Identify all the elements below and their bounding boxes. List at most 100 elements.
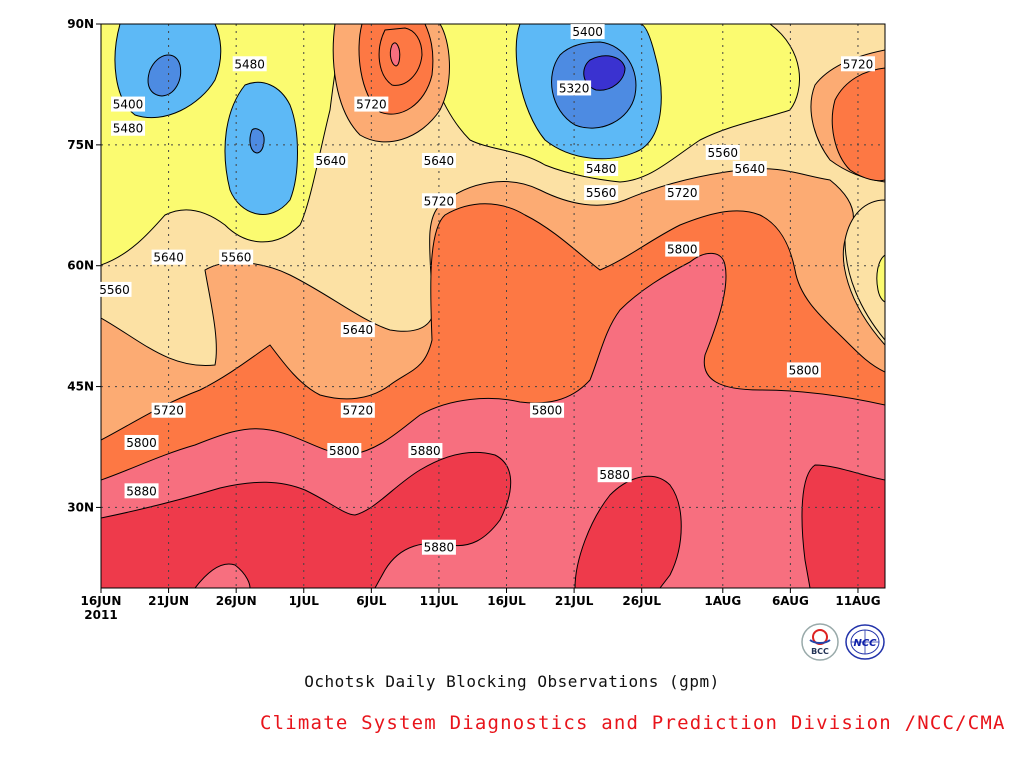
contour-label: 5880 <box>421 539 456 555</box>
contour-label: 5560 <box>584 185 619 201</box>
ncc-logo-text: NCC <box>853 638 877 649</box>
contour-label: 5560 <box>219 249 254 265</box>
svg-text:5400: 5400 <box>113 98 144 112</box>
svg-text:5880: 5880 <box>599 468 630 482</box>
svg-text:5800: 5800 <box>126 436 157 450</box>
bcc-logo-text: BCC <box>811 647 829 656</box>
svg-text:5640: 5640 <box>316 154 347 168</box>
band-5320-5400 <box>249 128 265 154</box>
x-tick-label: 21JUN <box>148 594 189 608</box>
svg-text:5640: 5640 <box>343 323 374 337</box>
contour-label: 5400 <box>111 96 146 112</box>
contour-label: 5880 <box>124 483 159 499</box>
svg-text:5800: 5800 <box>532 404 563 418</box>
svg-text:5560: 5560 <box>586 186 617 200</box>
contour-label: 5720 <box>840 56 875 72</box>
contour-fill-layer <box>101 24 885 588</box>
svg-text:5480: 5480 <box>586 162 617 176</box>
contour-label: 5480 <box>232 56 267 72</box>
contour-label: 5800 <box>665 241 700 257</box>
svg-text:5640: 5640 <box>153 251 184 265</box>
y-tick-label: 30N <box>67 500 94 514</box>
svg-text:5320: 5320 <box>559 81 590 95</box>
contour-label: 5800 <box>124 434 159 450</box>
contour-label: 5640 <box>340 322 375 338</box>
y-tick-label: 45N <box>67 380 94 394</box>
contour-label: 5320 <box>557 80 592 96</box>
svg-text:5640: 5640 <box>424 154 455 168</box>
contour-label: 5480 <box>111 120 146 136</box>
x-tick-label: 11JUL <box>420 594 459 608</box>
contour-label: 5800 <box>786 362 821 378</box>
svg-text:5400: 5400 <box>572 25 603 39</box>
svg-text:5560: 5560 <box>99 283 130 297</box>
svg-text:5800: 5800 <box>329 444 360 458</box>
svg-text:5720: 5720 <box>153 404 184 418</box>
contour-label: 5400 <box>570 24 605 40</box>
svg-text:5480: 5480 <box>113 122 144 136</box>
band-5480-5560-right <box>876 254 885 303</box>
svg-text:5720: 5720 <box>424 194 455 208</box>
contour-label: 5560 <box>97 281 132 297</box>
svg-text:5480: 5480 <box>234 57 265 71</box>
x-tick-label: 26JUL <box>622 594 661 608</box>
svg-text:5640: 5640 <box>735 162 766 176</box>
svg-text:5720: 5720 <box>356 98 387 112</box>
contour-label: 5560 <box>705 144 740 160</box>
band-above-5880 <box>801 464 885 588</box>
contour-label: 5640 <box>151 249 186 265</box>
x-tick-label: 11AUG <box>835 594 880 608</box>
svg-text:5720: 5720 <box>667 186 698 200</box>
x-tick-label: 6JUL <box>356 594 387 608</box>
y-tick-label: 60N <box>67 259 94 273</box>
contour-label: 5640 <box>732 161 767 177</box>
band-below-5320 <box>583 55 626 91</box>
svg-text:5720: 5720 <box>343 404 374 418</box>
x-year-label: 2011 <box>84 608 117 622</box>
plot-frame <box>100 23 886 589</box>
x-tick-label: 21JUL <box>555 594 594 608</box>
svg-text:5800: 5800 <box>789 363 820 377</box>
contour-label: 5800 <box>327 443 362 459</box>
x-tick-label: 1AUG <box>704 594 741 608</box>
x-tick-label: 16JUN <box>81 594 122 608</box>
bcc-logo-icon: BCC <box>801 623 839 661</box>
x-tick-label: 26JUN <box>216 594 257 608</box>
contour-label: 5880 <box>408 443 443 459</box>
x-tick-label: 16JUL <box>487 594 526 608</box>
contour-label: 5720 <box>354 96 389 112</box>
x-tick-label: 1JUL <box>289 594 320 608</box>
band-5720-5800 <box>831 67 885 182</box>
band-above-5880 <box>101 451 512 588</box>
svg-text:5560: 5560 <box>221 251 252 265</box>
y-tick-label: 90N <box>67 17 94 31</box>
chart-title: Ochotsk Daily Blocking Observations (gpm… <box>304 672 720 691</box>
svg-text:5800: 5800 <box>667 243 698 257</box>
ncc-logo-icon: NCC <box>845 624 885 660</box>
band-above-5880 <box>574 475 682 588</box>
band-5640-5720-inner <box>378 27 423 86</box>
chart-credit: Climate System Diagnostics and Predictio… <box>260 712 1006 734</box>
contour-label: 5480 <box>584 161 619 177</box>
grid <box>101 24 885 588</box>
band-5320-5400 <box>147 54 182 97</box>
axes: 16JUN 21JUN 26JUN 1JUL 6JUL 11JUL 16JUL 21JUL 26… <box>67 17 880 622</box>
contour-label: 5880 <box>597 467 632 483</box>
contour-label: 5640 <box>313 152 348 168</box>
band-5800-5880 <box>389 42 401 67</box>
contour-labels: 5400 5480 5480 5720 5400 5320 5720 5640 5560 5640… <box>97 24 875 555</box>
x-tick-label: 6AUG <box>772 594 809 608</box>
y-tick-label: 75N <box>67 138 94 152</box>
svg-text:5880: 5880 <box>410 444 441 458</box>
contour-label: 5640 <box>421 152 456 168</box>
contour-label: 5720 <box>340 402 375 418</box>
contour-label: 5800 <box>530 402 565 418</box>
band-5560-5640-right <box>844 199 885 341</box>
svg-text:5880: 5880 <box>424 541 455 555</box>
svg-text:5720: 5720 <box>843 57 874 71</box>
contour-label: 5720 <box>665 185 700 201</box>
contour-label: 5720 <box>151 402 186 418</box>
svg-text:5880: 5880 <box>126 484 157 498</box>
svg-text:5560: 5560 <box>708 146 739 160</box>
